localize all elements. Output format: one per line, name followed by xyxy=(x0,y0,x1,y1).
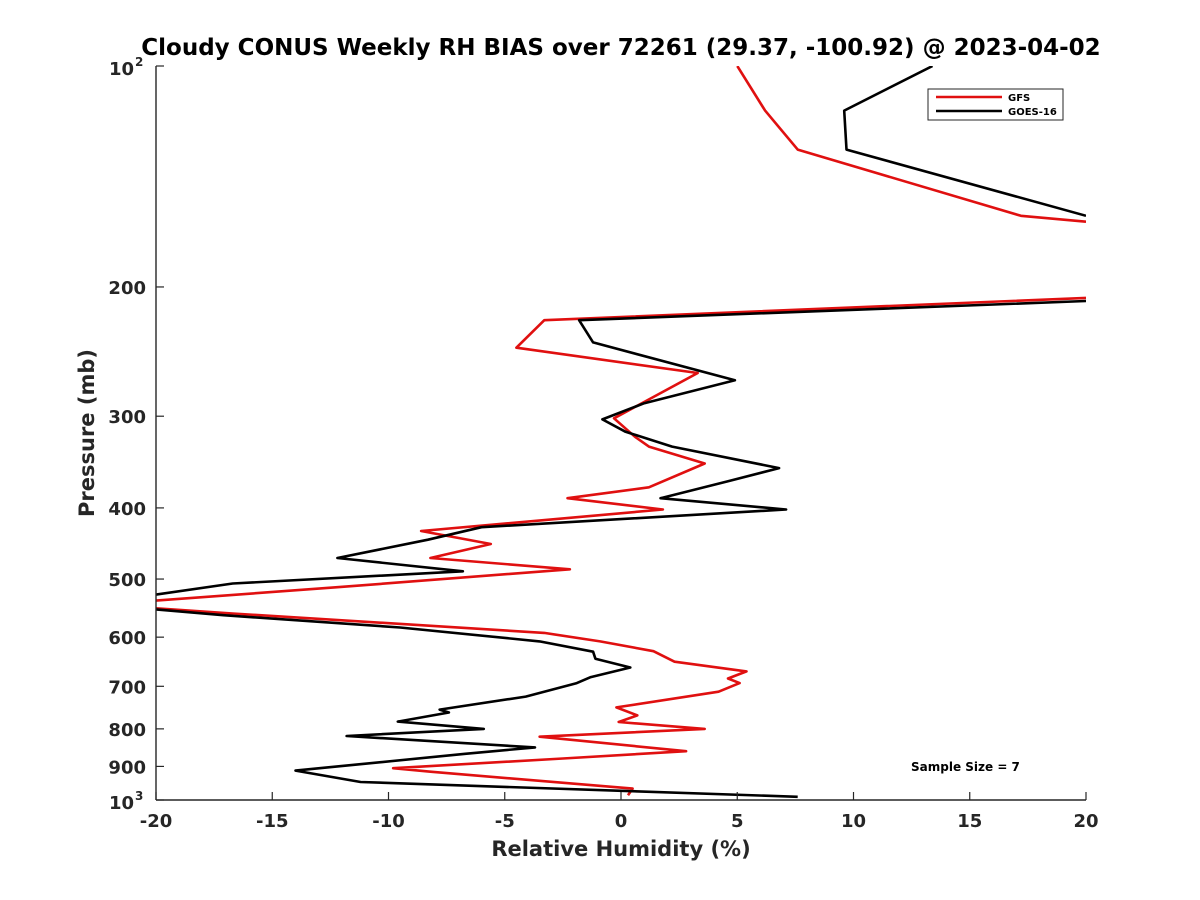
x-tick-label: 10 xyxy=(841,811,866,832)
y-tick-exponent: 2 xyxy=(135,55,143,69)
y-tick-label: 700 xyxy=(108,677,146,698)
sample-size-annotation: Sample Size = 7 xyxy=(911,760,1020,774)
legend-label-gfs: GFS xyxy=(1008,93,1030,104)
x-ticks: -20 -15 -10 -5 0 5 10 15 20 xyxy=(140,792,1099,832)
y-tick-label: 10 xyxy=(109,59,134,80)
x-tick-label: -15 xyxy=(256,811,289,832)
y-tick-label: 900 xyxy=(108,757,146,778)
y-tick-label: 10 xyxy=(109,793,134,814)
y-tick-exponent: 3 xyxy=(135,789,143,803)
y-tick-label: 300 xyxy=(108,407,146,428)
x-axis-label: Relative Humidity (%) xyxy=(491,837,750,861)
chart-title: Cloudy CONUS Weekly RH BIAS over 72261 (… xyxy=(141,35,1100,61)
y-tick-label: 400 xyxy=(108,499,146,520)
x-tick-label: 15 xyxy=(957,811,982,832)
x-tick-label: 20 xyxy=(1073,811,1098,832)
series-layer xyxy=(156,66,1086,799)
x-tick-label: -5 xyxy=(495,811,515,832)
legend-box xyxy=(927,88,1064,121)
y-tick-label: 600 xyxy=(108,628,146,649)
legend-label-goes16: GOES-16 xyxy=(1008,107,1057,118)
x-tick-label: 0 xyxy=(615,811,628,832)
y-tick-label: 200 xyxy=(108,278,146,299)
y-tick-label: 800 xyxy=(108,720,146,741)
x-tick-label: -10 xyxy=(372,811,405,832)
series-line-gfs xyxy=(156,66,1086,796)
y-tick-label: 500 xyxy=(108,570,146,591)
legend: GFS GOES-16 xyxy=(927,88,1064,121)
x-tick-label: 5 xyxy=(731,811,744,832)
x-tick-label: -20 xyxy=(140,811,173,832)
y-axis-label: Pressure (mb) xyxy=(75,349,99,517)
series-line-goes16 xyxy=(156,66,1086,799)
